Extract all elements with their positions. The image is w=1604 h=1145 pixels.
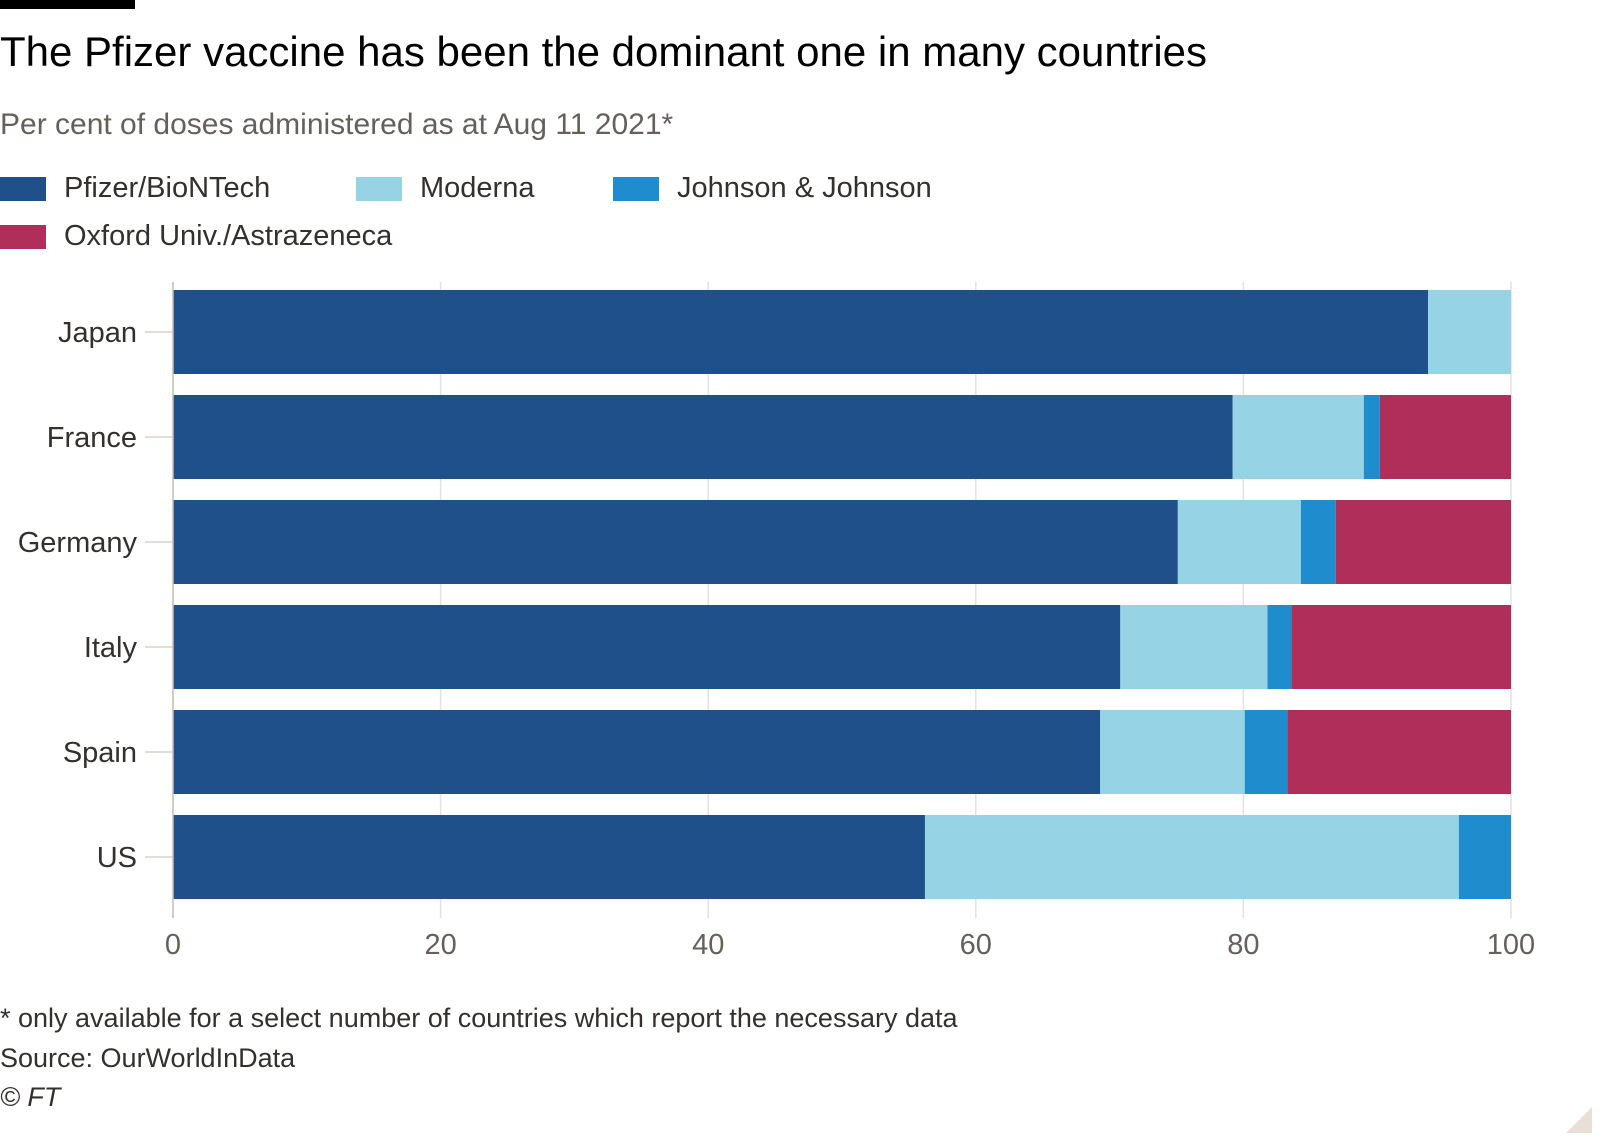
bar-segment-spain-0 [173, 710, 1101, 794]
bar-segment-us-1 [924, 815, 1459, 899]
category-label: Germany [18, 527, 138, 559]
legend: Pfizer/BioNTech Moderna Johnson & Johnso… [0, 172, 1100, 272]
x-tick-label: 100 [1487, 929, 1535, 961]
bar-segment-italy-1 [1120, 605, 1268, 689]
bar-segment-france-3 [1379, 395, 1511, 479]
bar-segment-france-1 [1232, 395, 1364, 479]
corner-mark [1566, 1107, 1592, 1133]
legend-swatch-jj [613, 176, 659, 201]
legend-item-moderna: Moderna [356, 172, 534, 205]
legend-label-astrazeneca: Oxford Univ./Astrazeneca [64, 220, 393, 252]
bar-segment-germany-0 [173, 500, 1178, 584]
bar-segment-germany-1 [1177, 500, 1301, 584]
x-tick-label: 40 [692, 929, 724, 961]
legend-swatch-astrazeneca [0, 224, 46, 249]
footnote: * only available for a select number of … [0, 1003, 958, 1033]
bar-segment-us-2 [1458, 815, 1511, 899]
copyright: © FT [0, 1082, 61, 1112]
category-label: Italy [84, 632, 138, 664]
brand-bar [0, 0, 135, 9]
source-note: Source: OurWorldInData [0, 1043, 296, 1073]
x-tick-label: 0 [165, 929, 181, 961]
bar-segment-germany-2 [1300, 500, 1336, 584]
bar-segment-spain-3 [1287, 710, 1511, 794]
bar-segment-france-2 [1363, 395, 1380, 479]
bar-segment-us-0 [173, 815, 925, 899]
chart-subtitle: Per cent of doses administered as at Aug… [0, 108, 674, 141]
bar-segment-italy-0 [173, 605, 1121, 689]
bar-segment-france-0 [173, 395, 1233, 479]
category-label: Japan [58, 317, 137, 349]
legend-item-jj: Johnson & Johnson [613, 172, 932, 205]
legend-label-pfizer: Pfizer/BioNTech [64, 172, 271, 204]
category-label: Spain [63, 737, 137, 769]
stacked-bar-chart: 0 20 40 60 80 100 Japan France Germany Italy Spain… [18, 282, 1535, 961]
bar-segment-spain-1 [1100, 710, 1245, 794]
legend-label-jj: Johnson & Johnson [677, 172, 932, 204]
legend-swatch-moderna [356, 176, 402, 201]
chart-title: The Pfizer vaccine has been the dominant… [0, 28, 1208, 75]
bar-segment-germany-3 [1335, 500, 1511, 584]
bar-segment-italy-3 [1291, 605, 1511, 689]
bar-segment-japan-0 [173, 290, 1429, 374]
bar-segment-japan-1 [1428, 290, 1511, 374]
x-tick-label: 80 [1227, 929, 1259, 961]
x-tick-label: 20 [424, 929, 456, 961]
legend-item-pfizer: Pfizer/BioNTech [0, 172, 270, 205]
legend-item-astrazeneca: Oxford Univ./Astrazeneca [0, 220, 392, 253]
legend-label-moderna: Moderna [420, 172, 535, 204]
bar-segment-spain-2 [1244, 710, 1288, 794]
legend-swatch-pfizer [0, 176, 46, 201]
category-label: France [47, 422, 137, 454]
bar-segment-italy-2 [1267, 605, 1292, 689]
category-label: US [97, 842, 137, 874]
x-tick-label: 60 [960, 929, 992, 961]
